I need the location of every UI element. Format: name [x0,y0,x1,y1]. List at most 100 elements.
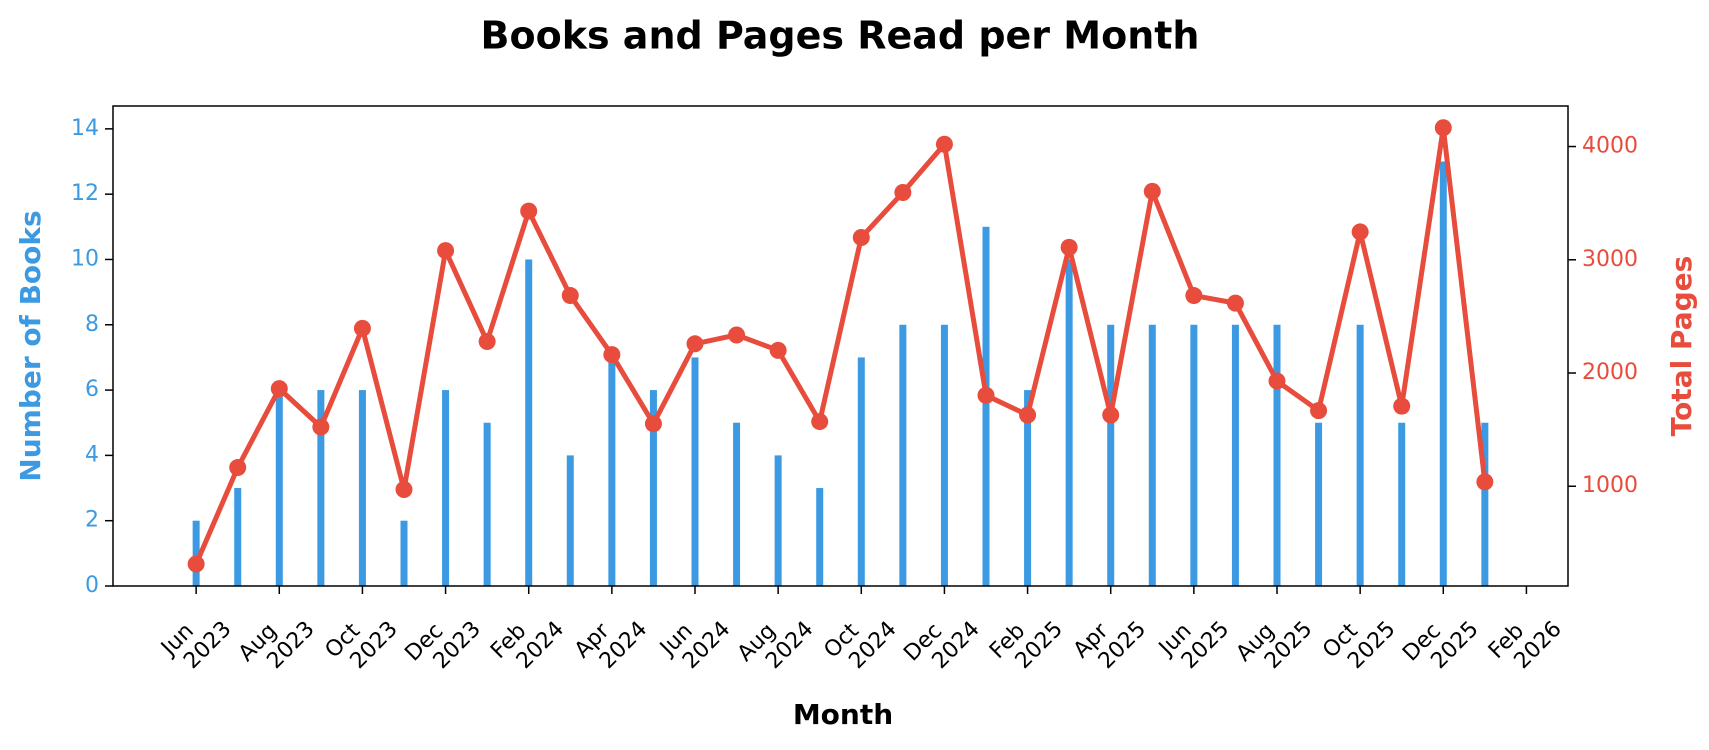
line-point [437,242,455,260]
y2-tick-label: 1000 [1582,473,1638,498]
y-tick-label: 0 [85,573,99,598]
bar [982,226,990,586]
bar [1190,324,1198,586]
y-tick-label: 6 [85,377,99,402]
x-tick-label: Oct2025 [1318,599,1400,681]
y2-tick-label: 2000 [1582,360,1638,385]
line-point [977,386,995,404]
x-axis-label: Month [793,698,893,731]
line-point [1434,119,1452,137]
x-tick-label: Feb2024 [486,599,569,682]
x-tick-label: Dec2025 [1398,599,1483,684]
x-tick-label: Jun2023 [155,599,236,680]
bar [234,488,242,586]
bar [442,390,450,586]
x-tick-label: Jun2024 [654,599,735,680]
bar [1315,422,1323,586]
x-tick-label: Apr2024 [570,599,652,681]
line-point [270,380,288,398]
line-point [935,135,953,153]
y-tick-label: 10 [71,246,99,271]
bar [1273,324,1281,586]
line-point [811,413,829,431]
line-point [603,346,621,364]
line-point [1185,287,1203,305]
bar [1481,422,1489,586]
bar [733,422,741,586]
bar [317,390,325,586]
line-point [728,326,746,344]
bar [649,390,657,586]
line-point [478,333,496,351]
y-tick-label: 4 [85,442,99,467]
line-point [1268,372,1286,390]
line-point [852,228,870,246]
line-point [520,202,538,220]
x-tick-label: Oct2023 [321,599,403,681]
line-point [187,555,205,573]
line-point [894,184,912,202]
line-point [229,459,247,477]
y2-tick-label: 4000 [1582,134,1638,159]
y-tick-label: 12 [71,181,99,206]
line-point [312,418,330,436]
line [193,125,1488,566]
x-tick-label: Oct2024 [819,599,901,681]
bar [1107,324,1115,586]
line-point [644,415,662,433]
bar [1148,324,1156,586]
x-tick-label: Dec2024 [899,599,984,684]
line-point [395,481,413,499]
y2-tick-label: 3000 [1582,247,1638,272]
bar [1065,259,1073,586]
y2-axis-label: Total Pages [1665,256,1698,437]
line-point [1102,406,1120,424]
x-tick-label: Apr2025 [1069,599,1151,681]
x-tick-label: Feb2025 [985,599,1068,682]
line-point [1351,223,1369,241]
chart-title: Books and Pages Read per Month [481,14,1200,58]
line-point [1226,294,1244,312]
y-tick-label: 8 [85,312,99,337]
x-tick-label: Feb2026 [1484,599,1567,682]
bar [857,357,865,586]
y-tick-label: 2 [85,508,99,533]
bar [275,390,283,586]
bar [691,357,699,586]
x-tick-label: Aug2024 [733,599,819,685]
line-point [1143,182,1161,200]
bar [940,324,948,586]
line-point [1060,238,1078,256]
bar [1398,422,1406,586]
bar [608,357,616,586]
bar [1231,324,1239,586]
bar [400,520,408,586]
line-point [561,287,579,305]
bar [525,259,533,586]
bar [358,390,366,586]
x-tick-label: Jun2025 [1153,599,1234,680]
bar [483,422,491,586]
line-point [686,335,704,353]
bar [1356,324,1364,586]
bar [899,324,907,586]
y-tick-label: 14 [71,116,99,141]
line-point [1393,397,1411,415]
bar [566,455,574,586]
line-point [1019,406,1037,424]
x-tick-label: Aug2023 [234,599,320,685]
y-axis-label: Number of Books [14,210,47,481]
plot-frame [112,105,1569,587]
line-point [353,319,371,337]
x-tick-label: Aug2025 [1232,599,1318,685]
line-point [769,341,787,359]
bar [774,455,782,586]
line-point [1310,402,1328,420]
line-point [1476,473,1494,491]
bar [1024,390,1032,586]
x-tick-label: Dec2023 [400,599,485,684]
bar [816,488,824,586]
bar [192,520,200,586]
bar [1439,161,1447,587]
